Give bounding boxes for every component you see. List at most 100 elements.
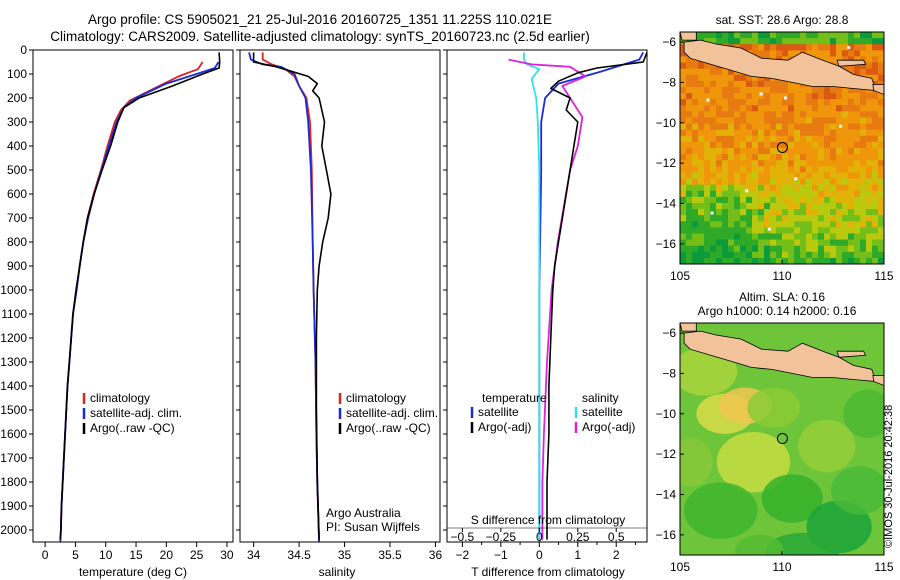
sst-cell [776,86,783,94]
sst-cell [872,239,879,247]
sst-cell [758,44,765,51]
sst-cell [722,86,729,94]
sst-cell [758,38,765,45]
sst-cell [842,129,849,137]
sst-cell [776,117,783,124]
sst-cell [872,154,879,161]
sst-cell [710,129,717,137]
sst-cell [686,227,693,234]
sst-cell [842,135,849,143]
sst-cell [836,178,843,186]
sst-cell [866,44,873,51]
sst-cell [830,196,837,204]
sst-cell [698,196,705,204]
sst-cell [704,239,711,247]
sst-cell [860,105,867,112]
sst-cell [752,227,759,234]
sst-cell [680,141,687,149]
sst-cell [872,184,879,192]
sst-cell [686,209,693,216]
sst-cell [752,196,759,204]
sst-cell [800,117,807,124]
sst-cell [854,50,861,57]
sst-cell [812,215,819,222]
sst-cell [818,190,825,198]
sla-anomaly-blob [830,466,884,515]
sst-cell [704,202,711,210]
sst-cell [680,68,687,76]
sst-cell [782,105,789,112]
sst-cell [788,209,795,216]
salinity-panel: 34 34.5 35 35.5 36 salinity climatologysatel… [236,49,442,579]
sst-cell [740,117,747,124]
sst-cell [836,154,843,161]
sst-cell [794,172,801,179]
sst-cell [794,148,801,155]
sst-cell [728,80,735,88]
sst-cell [806,117,813,124]
sst-cell [692,129,699,137]
sst-cell [770,245,777,253]
sst-cell [824,178,831,186]
sst-cell [860,68,867,76]
sst-lon-label: 110 [772,269,791,283]
temperature-x-tick-label: 0 [42,548,49,562]
sst-cell [848,105,855,112]
sst-cell [866,209,873,216]
sst-cell [878,148,884,155]
sst-cell [746,38,753,45]
sst-cell [842,257,849,264]
sst-cell [746,44,753,51]
sst-cell [788,86,795,94]
sst-cell [698,105,705,112]
sst-cell [764,196,771,204]
sst-cell [746,123,753,131]
sst-missing-cell [794,177,798,181]
sst-cell [752,178,759,186]
sst-cell [686,245,693,253]
sst-cell [860,215,867,222]
sst-cell [710,123,717,131]
sst-cell [878,74,884,82]
sst-cell [854,62,861,70]
sst-cell [740,44,747,51]
sst-cell [836,209,843,216]
bali-island [872,375,884,386]
sst-cell [686,239,693,247]
sst-cell [836,117,843,124]
sst-cell [716,32,723,39]
sst-cell [728,196,735,204]
sst-cell [686,196,693,204]
sst-cell [746,160,753,167]
sst-cell [752,32,759,39]
sst-cell [710,215,717,222]
sst-cell [734,257,741,264]
sst-cell [878,202,884,210]
sst-cell [770,202,777,210]
sst-cell [800,135,807,143]
sst-cell [782,141,789,149]
sst-cell [764,38,771,45]
sst-cell [680,117,687,124]
sst-cell [818,245,825,253]
sst-cell [740,111,747,118]
sst-cell [818,202,825,210]
sla-map-axes: 105 110 115 −6 −8 −10 −12 −14 −16 [656,326,894,574]
sst-cell [728,172,735,179]
sst-cell [710,111,717,118]
sst-cell [764,111,771,118]
s-difference-tick-label: 0.25 [566,530,590,544]
sst-cell [692,221,699,228]
difference-axes-frame [446,49,648,543]
sst-cell [758,99,765,106]
sst-cell [866,99,873,106]
sst-cell [764,141,771,149]
sst-cell [842,93,849,100]
sst-cell [686,184,693,192]
sst-cell [758,135,765,143]
sst-cell [788,44,795,51]
sst-cell [848,38,855,45]
sst-cell [812,178,819,186]
sst-cell [734,184,741,192]
sst-cell [854,117,861,124]
